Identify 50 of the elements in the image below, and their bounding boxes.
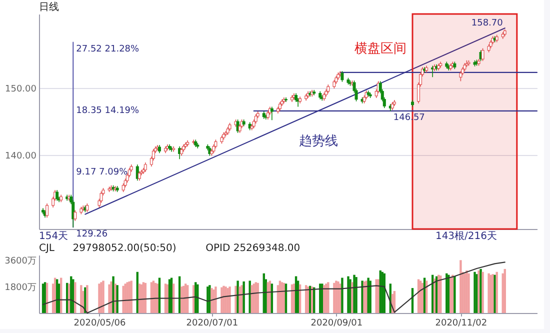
- candlestick: [254, 114, 258, 124]
- y-tick-label: 140.00: [5, 152, 37, 162]
- x-tick-label: 2020/11/02: [435, 318, 488, 328]
- annotation: 18.35 14.19%: [76, 106, 140, 116]
- y-tick-label: 150.00: [5, 84, 37, 94]
- series-label: 趋势线: [299, 134, 338, 150]
- text: 29798052.00(50:50): [72, 243, 176, 254]
- bar: [355, 277, 358, 313]
- bar: [242, 281, 245, 313]
- x-tick-label: 2020/09/01: [310, 318, 363, 328]
- bar: [474, 272, 476, 313]
- bar: [476, 274, 478, 313]
- line-series: [42, 262, 506, 314]
- annotation: 9.17 7.09%: [76, 168, 128, 178]
- annotation: 129.26: [76, 229, 108, 240]
- bar: [341, 278, 344, 313]
- bar: [369, 280, 372, 313]
- bar: [112, 276, 114, 313]
- band-label: 横盘区间: [354, 41, 406, 56]
- x-tick-label: 2020/05/06: [74, 318, 126, 328]
- text: 日线: [39, 1, 59, 13]
- candlestick: [74, 210, 77, 222]
- bar: [504, 268, 506, 313]
- bar: [214, 286, 217, 313]
- bar: [460, 260, 462, 313]
- candlestick: [100, 190, 103, 204]
- y-tick-label: 1800万: [4, 283, 36, 294]
- annotation: 27.52 21.28%: [76, 44, 140, 54]
- candlestick: [144, 162, 147, 172]
- bar: [496, 272, 498, 313]
- bar: [490, 274, 492, 313]
- annotation: 158.70: [471, 18, 504, 28]
- text: OPID 25269348.00: [206, 243, 300, 254]
- bar: [248, 280, 251, 313]
- bar: [450, 278, 452, 313]
- bar: [468, 273, 470, 313]
- candlestick: [481, 48, 484, 62]
- bar: [482, 272, 484, 313]
- text: 143根/216天: [435, 230, 497, 242]
- bar: [488, 273, 490, 313]
- text: 154天: [39, 231, 68, 242]
- candlestick: [138, 170, 141, 182]
- candlestick: [459, 70, 462, 82]
- bar: [236, 280, 239, 313]
- bar: [502, 273, 504, 313]
- x-tick-label: 2020/07/01: [186, 318, 238, 328]
- bar: [349, 279, 352, 313]
- bar: [80, 285, 82, 313]
- y-tick-label: 3600万: [4, 256, 36, 267]
- text: CJL: [39, 243, 55, 254]
